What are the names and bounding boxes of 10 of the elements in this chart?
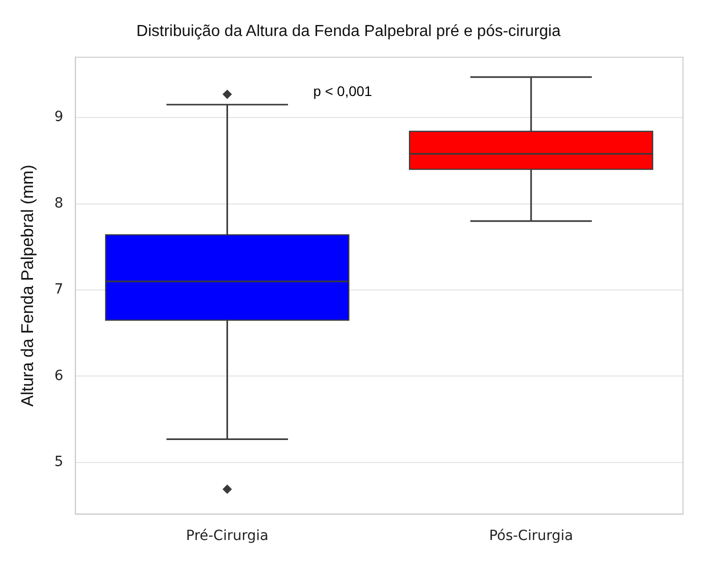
- chart-title: Distribuição da Altura da Fenda Palpebral pré e pós-cirurgia: [136, 23, 561, 40]
- x-tick-label: Pós-Cirurgia: [489, 528, 574, 544]
- y-tick-label: 6: [54, 368, 64, 384]
- y-tick-label: 5: [54, 454, 64, 470]
- y-axis-title: Altura da Fenda Palpebral (mm): [18, 164, 37, 407]
- y-tick-label: 7: [54, 282, 64, 298]
- annotation: p < 0,001: [313, 83, 372, 100]
- x-tick-label: Pré-Cirurgia: [186, 528, 268, 544]
- y-tick-label: 8: [54, 195, 64, 212]
- y-tick-label: 9: [54, 109, 64, 126]
